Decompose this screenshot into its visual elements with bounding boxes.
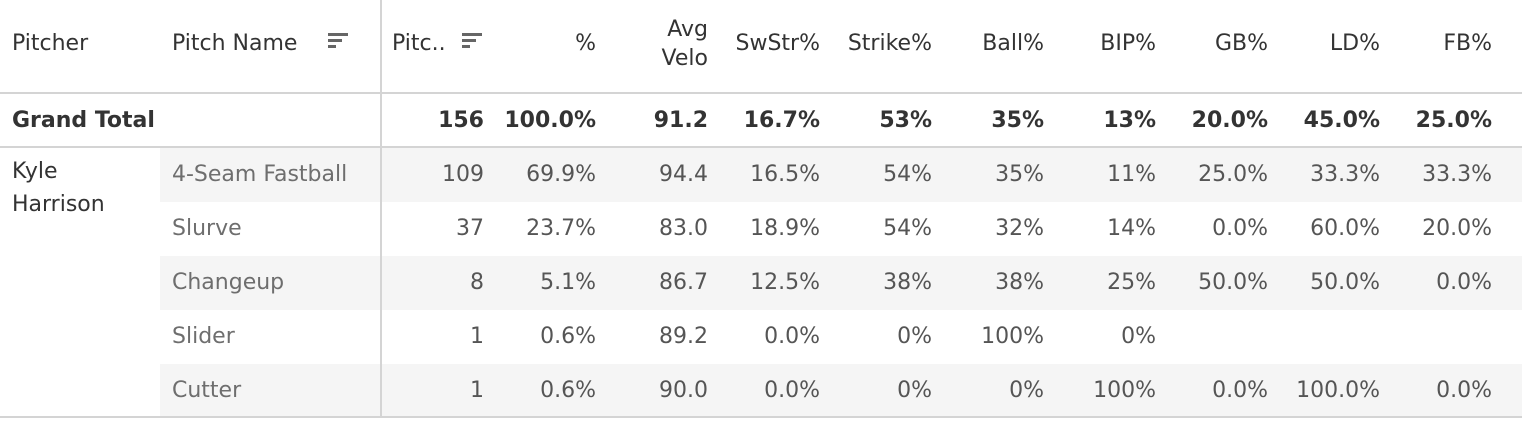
col-header-pitch-name[interactable]: Pitch Name [172, 31, 298, 56]
cell-strike[interactable]: 0% [897, 324, 932, 349]
cell-ball[interactable]: 32% [995, 216, 1044, 241]
sort-descending-icon[interactable] [328, 33, 348, 51]
grand-total-ld[interactable]: 45.0% [1303, 108, 1380, 133]
col-header-gb[interactable]: GB% [1214, 31, 1268, 56]
cell-avg-velo[interactable]: 86.7 [659, 270, 708, 295]
cell-pitches[interactable]: 1 [470, 378, 484, 403]
cell-gb[interactable]: 0.0% [1212, 216, 1268, 241]
col-header-ball[interactable]: Ball% [982, 31, 1044, 56]
bottom-divider [0, 416, 1522, 418]
cell-pitches[interactable]: 8 [470, 270, 484, 295]
row-band-cutter [160, 364, 1522, 418]
cell-fb[interactable]: 20.0% [1422, 216, 1492, 241]
col-header-percent[interactable]: % [575, 31, 596, 56]
pitch-name-cell[interactable]: Changeup [172, 270, 285, 295]
cell-ld[interactable]: 100.0% [1296, 378, 1380, 403]
grand-total-swstr[interactable]: 16.7% [743, 108, 820, 133]
cell-gb[interactable]: 25.0% [1198, 162, 1268, 187]
pitcher-name-line2[interactable]: Harrison [12, 192, 105, 217]
row-header-divider [380, 0, 382, 416]
cell-swstr[interactable]: 0.0% [764, 378, 820, 403]
col-header-avg-velo-line1[interactable]: Avg [667, 17, 708, 42]
grand-total-gb[interactable]: 20.0% [1191, 108, 1268, 133]
cell-bip[interactable]: 100% [1093, 378, 1156, 403]
cell-percent[interactable]: 0.6% [540, 324, 596, 349]
cell-pitches[interactable]: 109 [442, 162, 484, 187]
grand-total-strike[interactable]: 53% [879, 108, 932, 133]
col-header-strike[interactable]: Strike% [847, 31, 932, 56]
col-header-ld[interactable]: LD% [1329, 31, 1380, 56]
cell-ball[interactable]: 35% [995, 162, 1044, 187]
cell-ball[interactable]: 38% [995, 270, 1044, 295]
cell-strike[interactable]: 54% [883, 162, 932, 187]
cell-fb[interactable]: 33.3% [1422, 162, 1492, 187]
cell-bip[interactable]: 11% [1107, 162, 1156, 187]
grand-total-avg-velo[interactable]: 91.2 [653, 108, 708, 133]
pitch-name-cell[interactable]: 4-Seam Fastball [172, 162, 348, 187]
cell-avg-velo[interactable]: 94.4 [659, 162, 708, 187]
grand-total-fb[interactable]: 25.0% [1415, 108, 1492, 133]
cell-pitches[interactable]: 37 [456, 216, 484, 241]
grand-total-ball[interactable]: 35% [991, 108, 1044, 133]
sort-descending-icon[interactable] [462, 33, 482, 51]
cell-ld[interactable]: 60.0% [1310, 216, 1380, 241]
header-divider [0, 92, 1522, 94]
pitch-name-cell[interactable]: Cutter [172, 378, 242, 403]
cell-strike[interactable]: 54% [883, 216, 932, 241]
cell-ball[interactable]: 0% [1009, 378, 1044, 403]
grand-total-pitches[interactable]: 156 [438, 108, 484, 133]
cell-ball[interactable]: 100% [981, 324, 1044, 349]
cell-avg-velo[interactable]: 89.2 [659, 324, 708, 349]
cell-percent[interactable]: 69.9% [526, 162, 596, 187]
cell-swstr[interactable]: 0.0% [764, 324, 820, 349]
row-band-changeup [160, 256, 1522, 310]
grand-total-percent[interactable]: 100.0% [504, 108, 596, 133]
col-header-pitcher[interactable]: Pitcher [12, 31, 89, 56]
col-header-bip[interactable]: BIP% [1100, 31, 1156, 56]
cell-fb[interactable]: 0.0% [1436, 270, 1492, 295]
cell-pitches[interactable]: 1 [470, 324, 484, 349]
cell-swstr[interactable]: 18.9% [750, 216, 820, 241]
col-header-pitches[interactable]: Pitc.. [392, 31, 446, 56]
col-header-swstr[interactable]: SwStr% [735, 31, 821, 56]
pitcher-name-line1[interactable]: Kyle [12, 159, 58, 184]
cell-ld[interactable]: 50.0% [1310, 270, 1380, 295]
cell-gb[interactable]: 0.0% [1212, 378, 1268, 403]
cell-avg-velo[interactable]: 83.0 [659, 216, 708, 241]
grand-total-bip[interactable]: 13% [1103, 108, 1156, 133]
cell-percent[interactable]: 0.6% [540, 378, 596, 403]
cell-strike[interactable]: 38% [883, 270, 932, 295]
pitch-name-cell[interactable]: Slurve [172, 216, 242, 241]
cell-gb[interactable]: 50.0% [1198, 270, 1268, 295]
total-divider [0, 146, 1522, 148]
cell-fb[interactable]: 0.0% [1436, 378, 1492, 403]
cell-bip[interactable]: 0% [1121, 324, 1156, 349]
pitch-name-cell[interactable]: Slider [172, 324, 235, 349]
cell-swstr[interactable]: 16.5% [750, 162, 820, 187]
cell-avg-velo[interactable]: 90.0 [659, 378, 708, 403]
cell-percent[interactable]: 23.7% [526, 216, 596, 241]
cell-strike[interactable]: 0% [897, 378, 932, 403]
cell-bip[interactable]: 14% [1107, 216, 1156, 241]
grand-total-label: Grand Total [12, 108, 155, 133]
cell-ld[interactable]: 33.3% [1310, 162, 1380, 187]
cell-percent[interactable]: 5.1% [540, 270, 596, 295]
cell-swstr[interactable]: 12.5% [750, 270, 820, 295]
col-header-avg-velo-line2[interactable]: Velo [661, 46, 708, 71]
row-band-fastball [160, 148, 1522, 202]
cell-bip[interactable]: 25% [1107, 270, 1156, 295]
col-header-fb[interactable]: FB% [1443, 31, 1492, 56]
